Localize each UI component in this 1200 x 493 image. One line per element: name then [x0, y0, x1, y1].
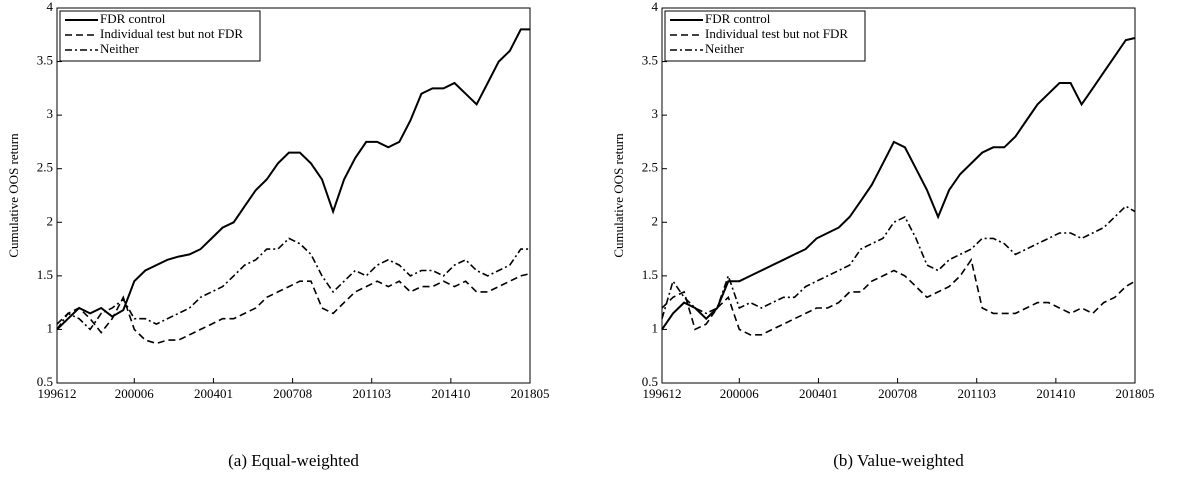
x-tick-label: 201410: [1036, 386, 1075, 401]
y-tick-label: 1.5: [642, 267, 658, 282]
y-tick-label: 1.5: [37, 267, 53, 282]
x-tick-label: 200401: [799, 386, 838, 401]
legend-label: Neither: [100, 41, 140, 56]
legend-label: FDR control: [705, 11, 771, 26]
y-tick-label: 3: [47, 106, 54, 121]
plot-frame: [56, 7, 531, 384]
x-tick-label: 200708: [273, 386, 312, 401]
caption: (b) Value-weighted: [833, 451, 964, 470]
legend-label: FDR control: [100, 11, 166, 26]
x-tick-label: 200401: [194, 386, 233, 401]
x-tick-label: 199612: [38, 386, 77, 401]
x-tick-label: 201805: [511, 386, 550, 401]
caption: (a) Equal-weighted: [228, 451, 359, 470]
x-tick-label: 199612: [643, 386, 682, 401]
y-tick-label: 2.5: [37, 160, 53, 175]
legend-box: [59, 10, 261, 62]
y-axis-label: Cumulative OOS return: [6, 133, 21, 258]
x-tick-label: 201410: [431, 386, 470, 401]
series-line: [56, 237, 530, 331]
series-line: [661, 257, 1136, 336]
plot-frame: [661, 7, 1136, 384]
y-tick-label: 3: [652, 106, 659, 121]
y-tick-label: 0.5: [642, 374, 658, 389]
x-tick-label: 201103: [957, 386, 996, 401]
x-tick-label: 200006: [720, 386, 760, 401]
y-tick-label: 2.5: [642, 160, 658, 175]
x-tick-label: 201805: [1116, 386, 1155, 401]
series-line: [56, 28, 530, 331]
panel: 0.5 1 1.5 2 2.5 3 3.5 4 199612 200006 200401 200708…: [6, 0, 550, 470]
series-line: [661, 37, 1136, 330]
panel: 0.5 1 1.5 2 2.5 3 3.5 4 199612 200006 200401 200708…: [611, 0, 1155, 470]
series-line: [661, 205, 1136, 319]
y-tick-label: 2: [47, 213, 54, 228]
y-tick-label: 2: [652, 213, 659, 228]
y-tick-label: 3.5: [37, 53, 53, 68]
y-tick-label: 4: [47, 0, 54, 14]
y-axis-label: Cumulative OOS return: [611, 133, 626, 258]
x-tick-label: 200006: [115, 386, 155, 401]
series-line: [56, 272, 531, 345]
y-tick-label: 1: [47, 320, 54, 335]
legend-label: Neither: [705, 41, 745, 56]
legend-label: Individual test but not FDR: [100, 26, 243, 41]
y-tick-label: 3.5: [642, 53, 658, 68]
y-tick-label: 1: [652, 320, 659, 335]
legend-label: Individual test but not FDR: [705, 26, 848, 41]
y-tick-label: 4: [652, 0, 659, 14]
x-tick-label: 201103: [352, 386, 391, 401]
x-tick-label: 200708: [878, 386, 917, 401]
y-tick-label: 0.5: [37, 374, 53, 389]
